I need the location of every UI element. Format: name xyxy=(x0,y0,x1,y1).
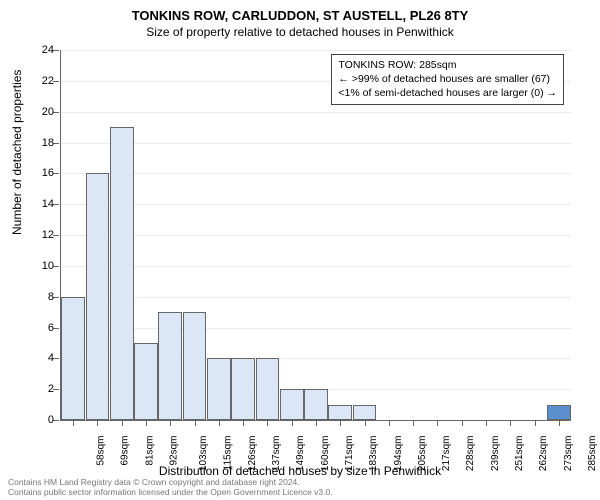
x-tick xyxy=(73,420,74,426)
x-tick xyxy=(365,420,366,426)
bar xyxy=(256,358,280,420)
plot-area: 58sqm69sqm81sqm92sqm103sqm115sqm126sqm13… xyxy=(60,50,570,420)
gridline xyxy=(61,112,571,113)
y-tick-label: 8 xyxy=(24,291,54,303)
footer-line-2: Contains public sector information licen… xyxy=(8,488,333,498)
bar xyxy=(328,405,352,420)
x-tick xyxy=(97,420,98,426)
x-tick xyxy=(243,420,244,426)
chart-title: TONKINS ROW, CARLUDDON, ST AUSTELL, PL26… xyxy=(0,0,600,23)
y-axis-label: Number of detached properties xyxy=(10,70,24,235)
gridline xyxy=(61,328,571,329)
gridline xyxy=(61,204,571,205)
gridline xyxy=(61,297,571,298)
x-tick xyxy=(510,420,511,426)
gridline xyxy=(61,266,571,267)
bar xyxy=(183,312,207,420)
legend-box: TONKINS ROW: 285sqm ← >99% of detached h… xyxy=(331,54,564,105)
y-tick-label: 18 xyxy=(24,137,54,149)
y-tick-label: 12 xyxy=(24,229,54,241)
chart-subtitle: Size of property relative to detached ho… xyxy=(0,23,600,39)
y-tick-label: 2 xyxy=(24,383,54,395)
x-tick xyxy=(292,420,293,426)
legend-line-1: TONKINS ROW: 285sqm xyxy=(338,58,557,72)
x-tick xyxy=(486,420,487,426)
bar xyxy=(86,173,110,420)
x-tick xyxy=(535,420,536,426)
bar xyxy=(110,127,134,420)
x-tick-label: 69sqm xyxy=(120,436,131,466)
x-tick xyxy=(316,420,317,426)
legend-line-3: <1% of semi-detached houses are larger (… xyxy=(338,86,557,100)
y-tick-label: 4 xyxy=(24,352,54,364)
x-axis-label: Distribution of detached houses by size … xyxy=(0,464,600,478)
bar xyxy=(61,297,85,420)
x-tick-label: 81sqm xyxy=(144,436,155,466)
gridline xyxy=(61,143,571,144)
x-tick xyxy=(437,420,438,426)
x-tick xyxy=(170,420,171,426)
footer: Contains HM Land Registry data © Crown c… xyxy=(8,478,333,498)
x-tick xyxy=(462,420,463,426)
x-tick xyxy=(267,420,268,426)
x-tick xyxy=(219,420,220,426)
x-tick xyxy=(146,420,147,426)
bar xyxy=(304,389,328,420)
x-tick-label: 58sqm xyxy=(96,436,107,466)
gridline xyxy=(61,173,571,174)
x-tick xyxy=(389,420,390,426)
y-tick-label: 0 xyxy=(24,414,54,426)
gridline xyxy=(61,50,571,51)
y-tick-label: 14 xyxy=(24,198,54,210)
x-tick xyxy=(340,420,341,426)
gridline xyxy=(61,235,571,236)
chart-container: TONKINS ROW, CARLUDDON, ST AUSTELL, PL26… xyxy=(0,0,600,500)
bar xyxy=(207,358,231,420)
bar xyxy=(353,405,377,420)
x-tick xyxy=(413,420,414,426)
y-tick-label: 10 xyxy=(24,260,54,272)
bar xyxy=(231,358,255,420)
bar xyxy=(158,312,182,420)
y-tick-label: 24 xyxy=(24,44,54,56)
bar xyxy=(134,343,158,420)
y-tick-label: 22 xyxy=(24,75,54,87)
legend-line-2: ← >99% of detached houses are smaller (6… xyxy=(338,72,557,86)
y-tick-label: 16 xyxy=(24,167,54,179)
x-tick xyxy=(122,420,123,426)
x-tick xyxy=(559,420,560,426)
x-tick xyxy=(195,420,196,426)
y-tick-label: 20 xyxy=(24,106,54,118)
plot: 58sqm69sqm81sqm92sqm103sqm115sqm126sqm13… xyxy=(60,50,571,421)
y-tick-label: 6 xyxy=(24,322,54,334)
bar-highlight xyxy=(547,405,571,420)
bar xyxy=(280,389,304,420)
x-tick-label: 92sqm xyxy=(169,436,180,466)
